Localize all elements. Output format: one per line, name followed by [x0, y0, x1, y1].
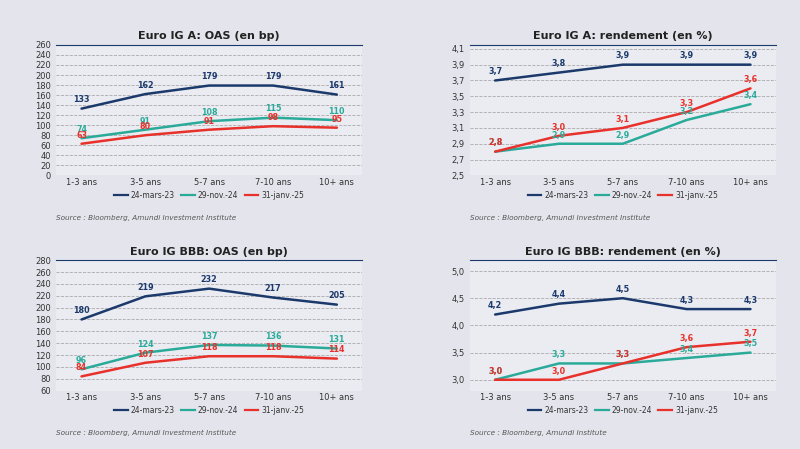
Text: 3,3: 3,3: [616, 350, 630, 359]
Text: 2,8: 2,8: [488, 138, 502, 147]
Text: Source : Bloomberg, Amundi Institute: Source : Bloomberg, Amundi Institute: [470, 430, 606, 436]
Text: 3,2: 3,2: [679, 107, 694, 116]
Text: 3,3: 3,3: [552, 350, 566, 359]
Text: 4,3: 4,3: [679, 296, 694, 305]
Text: 91: 91: [204, 117, 214, 126]
Text: 63: 63: [76, 131, 87, 140]
Text: 131: 131: [329, 335, 345, 344]
Title: Euro IG BBB: rendement (en %): Euro IG BBB: rendement (en %): [525, 247, 721, 257]
Text: 108: 108: [201, 108, 218, 117]
Text: 84: 84: [76, 363, 87, 372]
Text: 180: 180: [74, 306, 90, 315]
Text: 118: 118: [201, 343, 218, 352]
Text: 205: 205: [329, 291, 345, 300]
Text: 124: 124: [137, 339, 154, 348]
Text: 162: 162: [137, 81, 154, 90]
Text: 4,4: 4,4: [552, 291, 566, 299]
Text: 107: 107: [137, 350, 154, 359]
Legend: 24-mars-23, 29-nov.-24, 31-janv.-25: 24-mars-23, 29-nov.-24, 31-janv.-25: [525, 188, 721, 203]
Text: Source : Bloomberg, Amundi Investment Institute: Source : Bloomberg, Amundi Investment In…: [470, 215, 650, 220]
Text: 3,9: 3,9: [616, 52, 630, 61]
Text: 133: 133: [74, 96, 90, 105]
Text: 2,9: 2,9: [552, 131, 566, 140]
Text: Source : Bloomberg, Amundi Investment Institute: Source : Bloomberg, Amundi Investment In…: [56, 215, 236, 220]
Text: Source : Bloomberg, Amundi Investment Institute: Source : Bloomberg, Amundi Investment In…: [56, 430, 236, 436]
Text: 3,5: 3,5: [743, 339, 758, 348]
Text: 98: 98: [267, 113, 278, 122]
Legend: 24-mars-23, 29-nov.-24, 31-janv.-25: 24-mars-23, 29-nov.-24, 31-janv.-25: [111, 403, 307, 418]
Text: 3,7: 3,7: [743, 329, 758, 338]
Text: 74: 74: [76, 125, 87, 134]
Legend: 24-mars-23, 29-nov.-24, 31-janv.-25: 24-mars-23, 29-nov.-24, 31-janv.-25: [111, 188, 307, 203]
Text: 110: 110: [329, 107, 345, 116]
Text: 3,4: 3,4: [679, 345, 694, 354]
Text: 3,1: 3,1: [616, 115, 630, 124]
Text: 91: 91: [140, 117, 151, 126]
Text: 161: 161: [329, 81, 345, 90]
Text: 3,3: 3,3: [679, 99, 694, 108]
Text: 3,0: 3,0: [488, 366, 502, 375]
Text: 4,2: 4,2: [488, 301, 502, 310]
Text: 80: 80: [140, 122, 151, 131]
Text: 96: 96: [76, 356, 87, 365]
Text: 3,0: 3,0: [488, 366, 502, 375]
Title: Euro IG A: OAS (en bp): Euro IG A: OAS (en bp): [138, 31, 280, 41]
Text: 4,3: 4,3: [743, 296, 758, 305]
Text: 3,7: 3,7: [488, 67, 502, 76]
Text: 3,6: 3,6: [679, 334, 694, 343]
Text: 3,8: 3,8: [552, 59, 566, 68]
Text: 3,6: 3,6: [743, 75, 758, 84]
Text: 115: 115: [265, 105, 282, 114]
Text: 95: 95: [331, 114, 342, 123]
Text: 2,9: 2,9: [616, 131, 630, 140]
Text: 4,5: 4,5: [616, 285, 630, 294]
Text: 219: 219: [137, 283, 154, 292]
Title: Euro IG BBB: OAS (en bp): Euro IG BBB: OAS (en bp): [130, 247, 288, 257]
Title: Euro IG A: rendement (en %): Euro IG A: rendement (en %): [533, 31, 713, 41]
Text: 179: 179: [201, 72, 218, 81]
Text: 114: 114: [329, 345, 345, 354]
Text: 136: 136: [265, 332, 282, 341]
Text: 3,0: 3,0: [552, 366, 566, 375]
Text: 3,9: 3,9: [679, 52, 694, 61]
Text: 137: 137: [201, 332, 218, 341]
Text: 179: 179: [265, 72, 282, 81]
Text: 3,4: 3,4: [743, 91, 758, 100]
Legend: 24-mars-23, 29-nov.-24, 31-janv.-25: 24-mars-23, 29-nov.-24, 31-janv.-25: [525, 403, 721, 418]
Text: 2,8: 2,8: [488, 138, 502, 147]
Text: 3,9: 3,9: [743, 52, 758, 61]
Text: 217: 217: [265, 284, 282, 293]
Text: 3,3: 3,3: [616, 350, 630, 359]
Text: 232: 232: [201, 275, 218, 285]
Text: 118: 118: [265, 343, 282, 352]
Text: 3,0: 3,0: [552, 123, 566, 132]
